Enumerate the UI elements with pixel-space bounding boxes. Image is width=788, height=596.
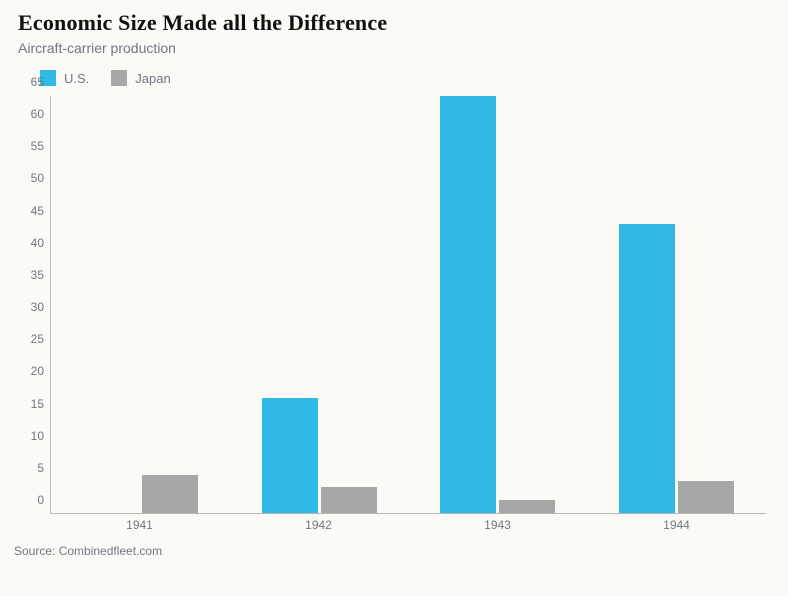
bar [678,481,734,513]
plot-area [50,96,766,514]
y-tick: 10 [16,429,44,443]
chart: 05101520253035404550556065 1941194219431… [50,96,766,536]
y-tick: 65 [16,75,44,89]
bar-group [409,96,588,513]
bar-group [51,96,230,513]
bar [262,398,318,513]
chart-title: Economic Size Made all the Difference [0,0,788,40]
legend-label-us: U.S. [64,71,89,86]
y-tick: 30 [16,300,44,314]
y-tick: 45 [16,204,44,218]
bar [321,487,377,513]
legend: U.S. Japan [0,64,788,96]
bar [499,500,555,513]
y-tick: 15 [16,397,44,411]
y-tick: 25 [16,332,44,346]
bar-group [587,96,766,513]
bar [440,96,496,513]
y-axis: 05101520253035404550556065 [16,96,50,514]
x-tick: 1943 [408,514,587,536]
x-tick: 1941 [50,514,229,536]
bar [142,475,198,513]
y-tick: 5 [16,461,44,475]
legend-label-japan: Japan [135,71,170,86]
y-tick: 20 [16,364,44,378]
x-tick: 1942 [229,514,408,536]
legend-swatch-japan [111,70,127,86]
x-axis: 1941194219431944 [50,514,766,536]
y-tick: 55 [16,139,44,153]
bar-groups [51,96,766,513]
x-tick: 1944 [587,514,766,536]
y-tick: 0 [16,493,44,507]
bar [619,224,675,513]
y-tick: 35 [16,268,44,282]
y-tick: 50 [16,171,44,185]
bar-group [230,96,409,513]
source-text: Source: Combinedfleet.com [0,536,788,558]
chart-subtitle: Aircraft-carrier production [0,40,788,64]
legend-item-us: U.S. [40,70,89,86]
legend-item-japan: Japan [111,70,170,86]
y-tick: 60 [16,107,44,121]
y-tick: 40 [16,236,44,250]
